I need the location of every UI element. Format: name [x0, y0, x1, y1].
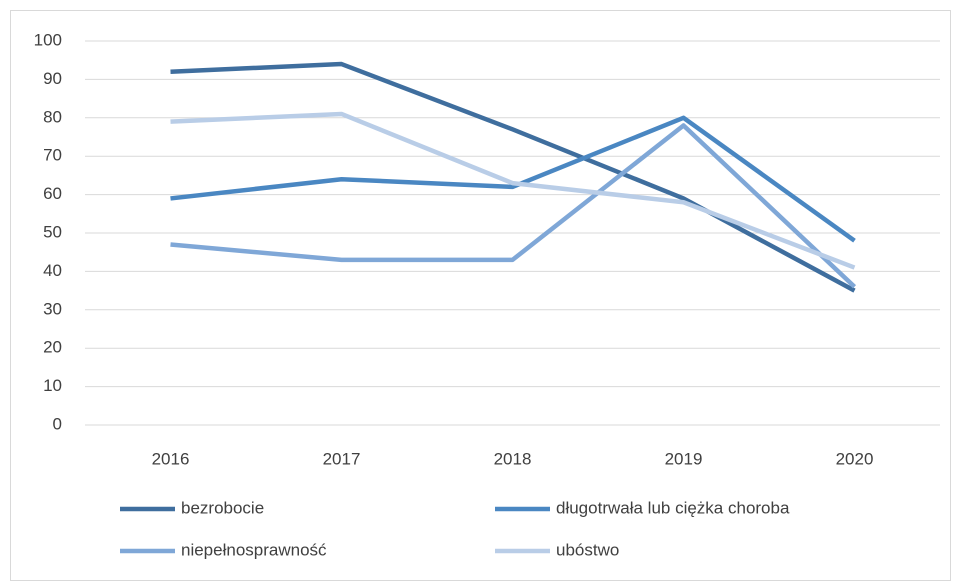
chart-frame	[10, 10, 951, 581]
line-series	[170, 115, 856, 243]
y-tick-label: 80	[43, 107, 62, 126]
legend-label: bezrobocie	[181, 498, 264, 517]
legend-label: długotrwała lub ciężka choroba	[556, 498, 790, 517]
x-tick-label: 2020	[836, 449, 874, 468]
y-tick-label: 30	[43, 299, 62, 318]
legend-label: niepełnosprawność	[181, 540, 327, 559]
legend-label: ubóstwo	[556, 540, 619, 559]
y-tick-label: 10	[43, 376, 62, 395]
y-tick-label: 0	[53, 414, 62, 433]
x-tick-label: 2016	[152, 449, 190, 468]
y-tick-label: 100	[34, 30, 62, 49]
x-tick-label: 2017	[323, 449, 361, 468]
y-tick-label: 90	[43, 69, 62, 88]
y-tick-label: 40	[43, 261, 62, 280]
x-tick-label: 2019	[665, 449, 703, 468]
y-tick-label: 60	[43, 184, 62, 203]
line-series	[170, 61, 856, 293]
line-series	[170, 111, 856, 270]
y-tick-label: 70	[43, 146, 62, 165]
y-tick-label: 20	[43, 338, 62, 357]
y-tick-label: 50	[43, 222, 62, 241]
line-series	[170, 123, 857, 289]
x-tick-label: 2018	[494, 449, 532, 468]
